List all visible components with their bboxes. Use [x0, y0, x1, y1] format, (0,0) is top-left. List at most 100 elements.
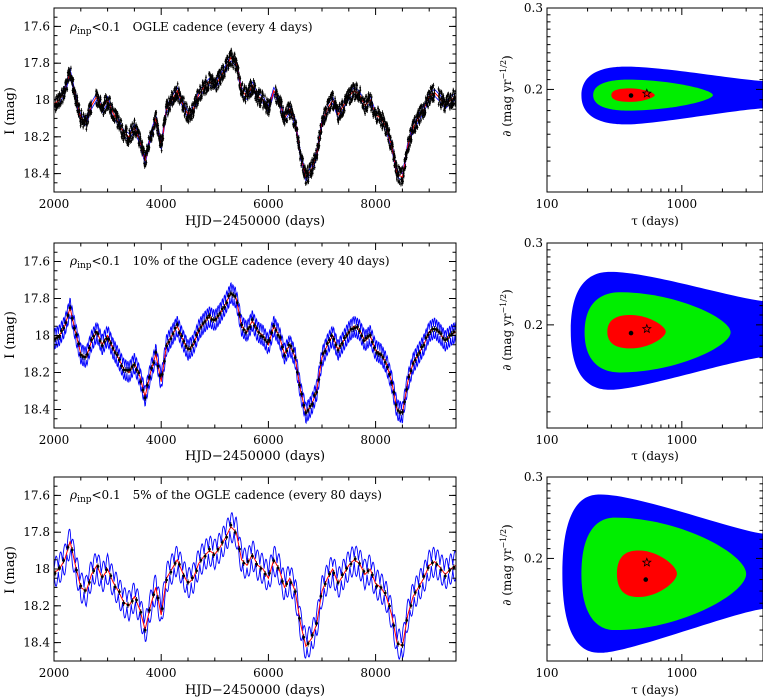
data-point: [374, 108, 377, 111]
data-point: [354, 84, 356, 87]
light-curve-panel-1: 2000 4000 6000 8000 17.6 17.8 18 18.2 18.4 I (ma…: [3, 7, 457, 229]
x-tick-label: 4000: [146, 666, 177, 680]
data-point: [225, 60, 228, 63]
ylabel-2: I (mag): [3, 311, 18, 359]
data-point: [319, 594, 323, 598]
data-point: [157, 124, 160, 127]
data-point: [283, 123, 286, 125]
data-point: [188, 347, 192, 351]
data-point: [356, 84, 359, 87]
data-point: [446, 337, 449, 341]
data-point: [369, 93, 372, 96]
data-point: [55, 336, 59, 339]
data-point: [163, 359, 166, 363]
data-point: [368, 95, 371, 98]
data-point: [201, 95, 203, 98]
data-point: [388, 128, 391, 131]
data-point: [261, 335, 265, 339]
data-point: [286, 119, 289, 122]
data-point: [145, 383, 149, 387]
data-point: [368, 99, 371, 102]
data-point: [198, 91, 201, 93]
data-point: [300, 162, 303, 165]
data-point: [444, 109, 446, 112]
data-point: [217, 86, 219, 89]
cadence-label: 5% of the OGLE cadence (every 80 days): [133, 488, 382, 502]
data-point: [298, 616, 301, 620]
data-point: [443, 338, 447, 342]
data-point: [231, 293, 235, 297]
data-point: [268, 571, 271, 575]
data-point: [216, 314, 220, 318]
data-point: [160, 372, 164, 376]
data-point: [240, 89, 243, 92]
data-point: [197, 98, 200, 101]
data-point: [113, 119, 116, 122]
y-tick-label: 17.8: [23, 292, 50, 306]
data-point: [74, 91, 77, 93]
y-tick-label: 18.4: [23, 167, 50, 181]
data-point: [109, 574, 113, 578]
data-point: [238, 73, 240, 76]
data-point: [424, 336, 428, 340]
x-tick-label: 2000: [39, 197, 70, 211]
data-point: [353, 98, 356, 101]
data-point: [233, 531, 237, 534]
data-point: [55, 95, 58, 98]
data-point: [395, 161, 398, 164]
data-point: [336, 581, 340, 584]
data-point: [187, 120, 190, 123]
data-point: [361, 96, 363, 99]
data-point: [439, 568, 443, 572]
data-point: [414, 122, 417, 124]
data-point: [302, 403, 306, 407]
data-point: [349, 327, 353, 331]
data-point: [178, 331, 181, 335]
data-point: [85, 353, 89, 356]
x-tick-label: 6000: [253, 433, 284, 447]
y-tick-label: 0.2: [524, 551, 543, 565]
rho-condition: <0.1: [92, 20, 121, 34]
data-point: [298, 383, 301, 387]
data-point: [76, 109, 79, 112]
data-point: [428, 99, 430, 102]
data-point: [289, 344, 293, 348]
data-point: [327, 111, 329, 114]
data-point: [347, 330, 351, 334]
data-point: [282, 111, 284, 114]
y-tick-label: 17.6: [23, 19, 50, 33]
data-point: [379, 353, 383, 356]
data-point: [340, 102, 343, 105]
input-value-star: [641, 88, 652, 98]
data-point: [388, 372, 391, 376]
data-point: [217, 85, 220, 87]
data-point: [270, 331, 274, 334]
data-point: [281, 118, 284, 121]
data-point: [389, 136, 392, 139]
data-point: [291, 349, 295, 353]
data-point: [97, 96, 100, 98]
data-point: [345, 567, 349, 570]
data-point: [282, 106, 285, 109]
y-tick-label: 18.4: [23, 636, 50, 650]
data-point: [64, 321, 68, 325]
data-point: [272, 324, 276, 328]
data-point: [435, 328, 439, 332]
data-point: [448, 100, 450, 103]
data-point: [83, 355, 87, 359]
data-point: [76, 96, 79, 99]
data-point: [242, 328, 246, 332]
data-point: [150, 366, 153, 370]
data-point: [90, 101, 92, 104]
data-point: [303, 173, 306, 176]
data-point: [173, 326, 177, 330]
data-point: [409, 369, 413, 373]
data-point: [265, 108, 268, 110]
data-point: [60, 329, 63, 333]
data-point: [349, 91, 352, 93]
data-point: [435, 562, 439, 566]
y-tick-label: 0.3: [524, 1, 543, 15]
data-point: [318, 144, 321, 147]
data-point: [69, 72, 71, 74]
data-point: [325, 108, 328, 110]
